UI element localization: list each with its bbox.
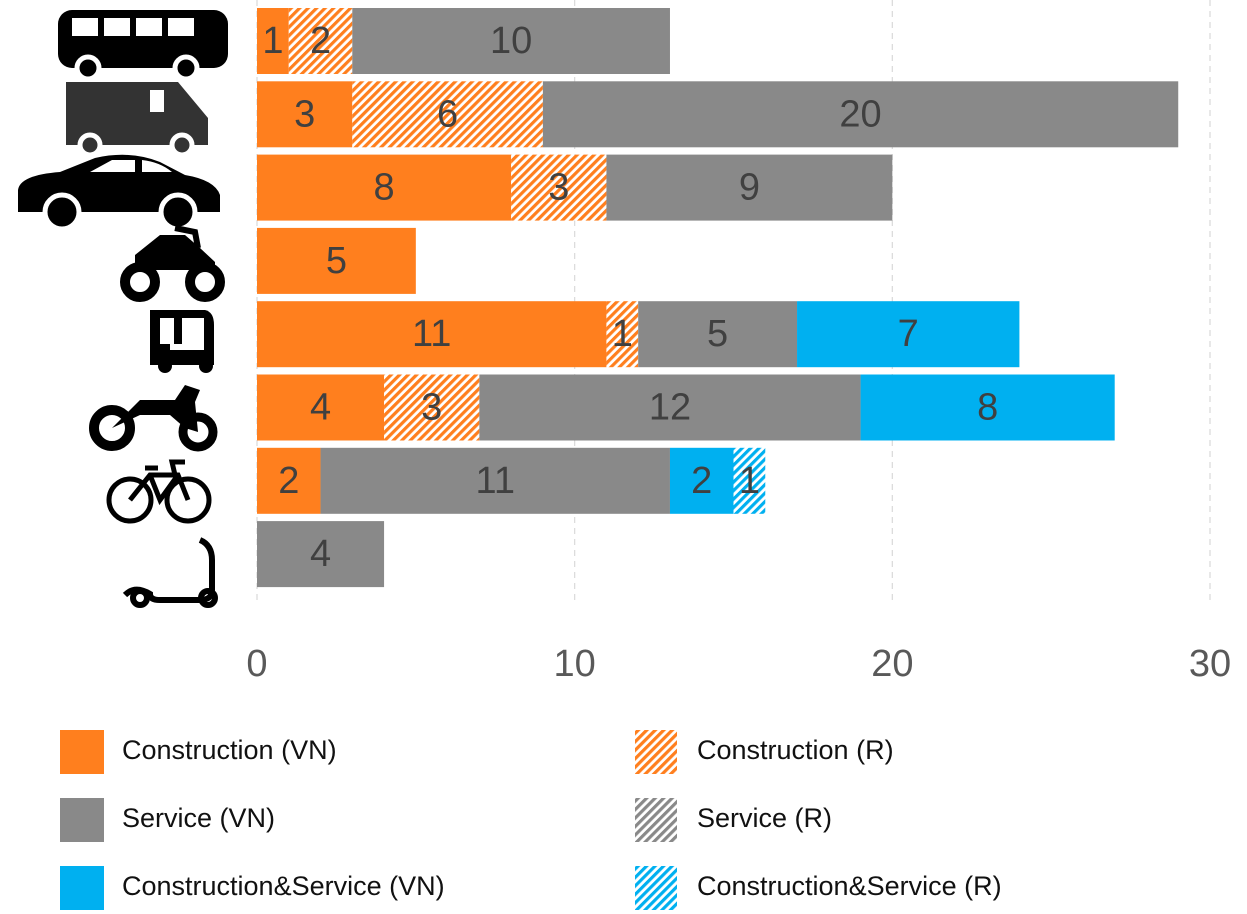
bicycle-icon — [106, 459, 212, 524]
data-label: 2 — [278, 460, 299, 502]
x-tick-label: 20 — [871, 643, 913, 685]
data-label: 11 — [412, 313, 451, 355]
legend-label: Construction (VN) — [122, 735, 337, 765]
bar-segment — [479, 374, 861, 441]
data-label: 1 — [612, 313, 633, 355]
bar-segment — [797, 301, 1020, 368]
bar-segment — [257, 227, 416, 294]
bar-segment — [257, 81, 353, 148]
legend-swatch — [635, 730, 677, 774]
x-tick-label: 10 — [554, 643, 596, 685]
bar-segment — [384, 374, 480, 441]
bar-segment — [352, 8, 670, 74]
legend-swatch — [635, 798, 677, 842]
legend-label: Service (R) — [697, 803, 832, 833]
car-icon — [18, 154, 220, 232]
legend-label: Construction (R) — [697, 735, 894, 765]
bar-segment — [288, 8, 353, 74]
data-label: 5 — [707, 313, 728, 355]
bar-segment — [257, 301, 607, 368]
legend-label: Construction&Service (R) — [697, 871, 1002, 901]
data-label: 9 — [739, 167, 760, 209]
data-label: 6 — [437, 93, 458, 135]
bar-segment — [257, 374, 385, 441]
bar-segment — [860, 374, 1115, 441]
data-label: 7 — [898, 313, 919, 355]
data-label: 2 — [310, 20, 331, 62]
legend-swatch — [60, 798, 104, 842]
data-label: 4 — [310, 387, 331, 429]
bar-segment — [257, 8, 289, 74]
bar-segment — [352, 81, 543, 148]
data-label: 3 — [548, 167, 569, 209]
atv-icon — [120, 225, 225, 302]
bar-segment — [606, 154, 893, 221]
data-label: 5 — [326, 240, 347, 282]
data-label: 10 — [490, 20, 532, 62]
data-label: 20 — [839, 93, 881, 135]
x-tick-label: 30 — [1189, 643, 1231, 685]
bar-segment — [733, 447, 766, 514]
legend-label: Service (VN) — [122, 803, 275, 833]
bar-segment — [542, 81, 1179, 148]
data-label: 4 — [310, 533, 331, 575]
bar-segment — [669, 447, 734, 514]
bar-segment — [257, 154, 512, 221]
scooter-icon — [122, 537, 218, 608]
data-label: 1 — [262, 20, 283, 62]
x-tick-label: 0 — [246, 643, 267, 685]
motorbike-icon — [89, 385, 218, 452]
vehicle-icons — [18, 10, 228, 608]
data-label: 8 — [977, 387, 998, 429]
legend-swatch — [635, 866, 677, 910]
bar-segment — [511, 154, 607, 221]
data-label: 11 — [476, 460, 515, 502]
bar-segment — [257, 447, 321, 514]
van-icon — [66, 82, 208, 158]
bar-segment — [320, 447, 670, 514]
data-label: 8 — [373, 167, 394, 209]
data-label: 3 — [421, 387, 442, 429]
bus-icon — [58, 10, 228, 82]
tuk-tuk-icon — [150, 310, 214, 373]
legend-swatch — [60, 730, 104, 774]
bar-segment — [257, 521, 385, 588]
bar-segment — [606, 301, 639, 368]
legend-swatch — [60, 866, 104, 910]
legend-label: Construction&Service (VN) — [122, 871, 445, 901]
data-label: 2 — [691, 460, 712, 502]
data-label: 1 — [739, 460, 760, 502]
bar-segment — [638, 301, 798, 368]
data-label: 3 — [294, 93, 315, 135]
data-label: 12 — [649, 387, 691, 429]
